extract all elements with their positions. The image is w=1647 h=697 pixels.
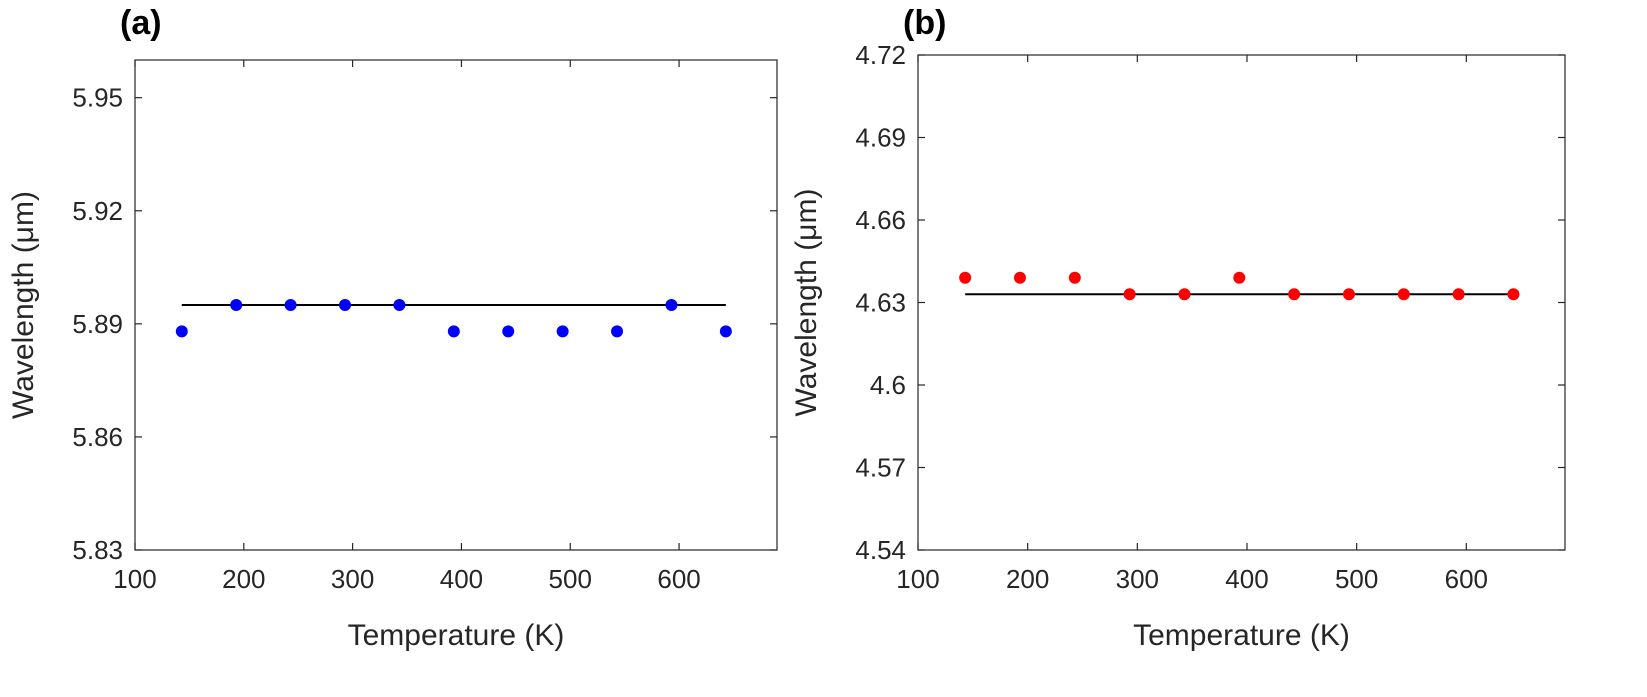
x-tick-label: 600 — [657, 564, 700, 594]
y-tick-label: 5.83 — [72, 535, 123, 565]
data-point — [556, 325, 569, 338]
data-point — [339, 299, 352, 311]
x-axis-label: Temperature (K) — [1133, 619, 1350, 652]
x-tick-label: 300 — [331, 564, 374, 594]
data-point — [1233, 271, 1246, 284]
data-point — [175, 325, 188, 338]
x-tick-label: 500 — [549, 564, 592, 594]
x-tick-label: 100 — [113, 564, 156, 594]
x-tick-label: 300 — [1116, 564, 1159, 594]
data-point — [719, 325, 732, 338]
panel-label: (b) — [903, 4, 946, 42]
data-point — [1288, 288, 1301, 301]
y-tick-label: 4.63 — [855, 288, 906, 318]
x-tick-label: 400 — [440, 564, 483, 594]
y-tick-label: 4.69 — [855, 123, 906, 153]
x-tick-label: 200 — [1006, 564, 1049, 594]
y-tick-label: 4.72 — [855, 40, 906, 70]
data-point — [447, 325, 460, 338]
data-point — [1013, 271, 1026, 284]
y-tick-label: 4.57 — [855, 453, 906, 483]
data-point — [1342, 288, 1355, 301]
x-tick-label: 100 — [896, 564, 939, 594]
data-point — [1507, 288, 1520, 301]
y-tick-label: 5.89 — [72, 309, 123, 339]
x-tick-label: 500 — [1335, 564, 1378, 594]
data-point — [1397, 288, 1410, 301]
x-axis-label: Temperature (K) — [348, 619, 565, 652]
y-axis-label: Wavelength (μm) — [790, 189, 823, 417]
data-point — [1068, 271, 1081, 284]
axes-box — [134, 59, 778, 551]
data-point — [1123, 288, 1136, 301]
y-tick-label: 4.6 — [870, 370, 906, 400]
x-tick-label: 600 — [1445, 564, 1488, 594]
x-tick-label: 200 — [222, 564, 265, 594]
y-tick-label: 4.54 — [855, 535, 906, 565]
y-tick-label: 5.95 — [72, 83, 123, 113]
axes-box — [917, 54, 1566, 551]
x-tick-label: 400 — [1225, 564, 1268, 594]
y-axis-label: Wavelength (μm) — [7, 191, 40, 419]
data-point — [611, 325, 624, 338]
data-point — [284, 299, 297, 311]
y-tick-label: 4.66 — [855, 205, 906, 235]
y-tick-label: 5.86 — [72, 422, 123, 452]
data-point — [665, 299, 678, 311]
y-tick-label: 5.92 — [72, 196, 123, 226]
data-point — [1178, 288, 1191, 301]
data-point — [393, 299, 406, 311]
data-point — [1452, 288, 1465, 301]
data-point — [502, 325, 515, 338]
data-point — [230, 299, 243, 311]
data-point — [959, 271, 972, 284]
panel-label: (a) — [120, 4, 162, 42]
